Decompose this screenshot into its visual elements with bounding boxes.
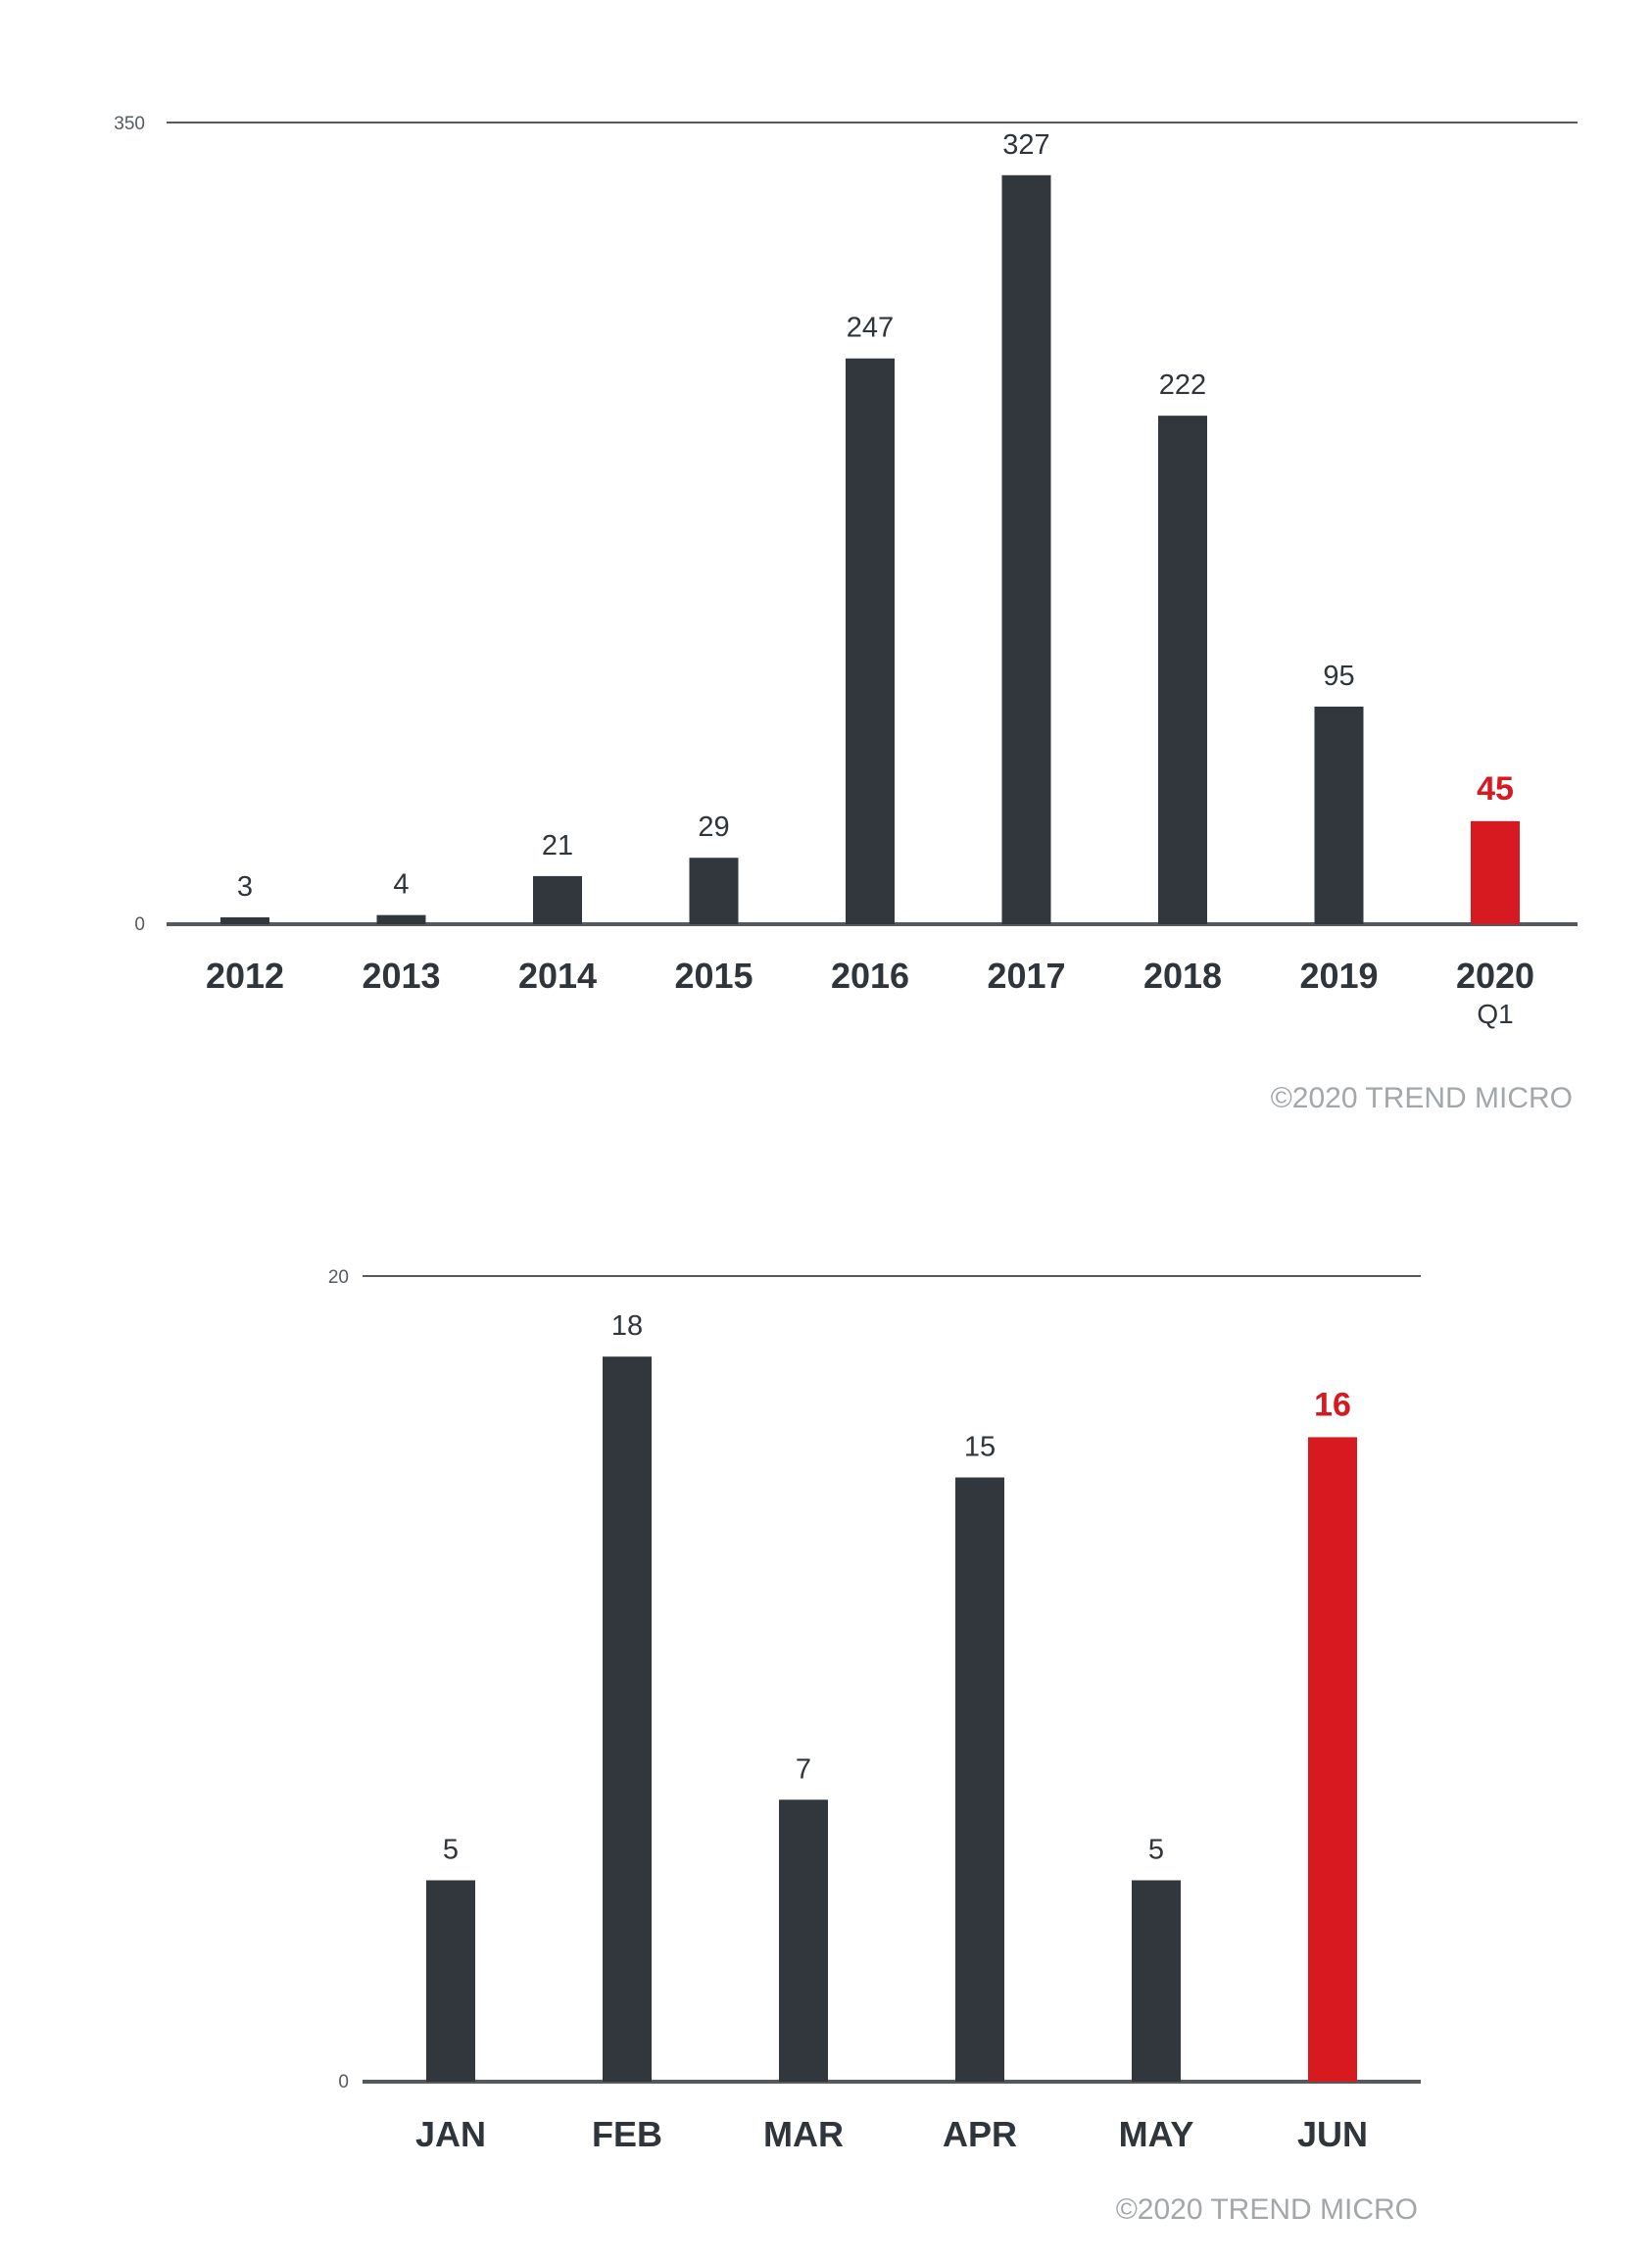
bar-value-label: 16 — [1314, 1386, 1351, 1423]
bar-value-label: 3 — [237, 871, 253, 903]
bar-value-label: 327 — [1002, 129, 1049, 161]
category-sublabel: Q1 — [1477, 999, 1513, 1029]
bar — [426, 1880, 475, 2082]
category-label: 2017 — [987, 956, 1065, 996]
bar — [1158, 416, 1207, 924]
bar-value-label: 15 — [964, 1432, 996, 1463]
bar — [779, 1799, 828, 2082]
bar — [689, 858, 739, 924]
category-label: APR — [943, 2114, 1017, 2154]
category-label: 2014 — [518, 956, 597, 996]
y-tick-label-zero: 0 — [338, 2072, 349, 2092]
bar-value-label: 18 — [611, 1310, 643, 1342]
category-label: MAY — [1119, 2114, 1194, 2154]
y-tick-label-max: 20 — [328, 1267, 349, 1288]
bar-value-label: 247 — [847, 313, 894, 344]
chart-yearly: 350 0 3 2012 4 2013 21 2014 29 2015 247 2016 327 20… — [114, 114, 1578, 1114]
bars-group: 5 JAN 18 FEB 7 MAR 15 APR 5 MAY 16 JUN — [415, 1310, 1368, 2154]
category-label: 2019 — [1299, 956, 1378, 996]
copyright-text: ©2020 TREND MICRO — [1271, 1082, 1573, 1114]
bar — [376, 914, 426, 924]
bar-value-label: 21 — [542, 830, 573, 861]
bar — [846, 358, 895, 924]
bar — [603, 1356, 652, 2082]
category-label: 2013 — [362, 956, 440, 996]
category-label: 2016 — [831, 956, 909, 996]
bar-value-label: 7 — [796, 1753, 811, 1785]
bar — [533, 875, 582, 924]
bar-value-label: 5 — [1148, 1835, 1164, 1866]
bars-group: 3 2012 4 2013 21 2014 29 2015 247 2016 327 2017 222 2… — [206, 129, 1534, 1029]
category-label: JUN — [1297, 2114, 1368, 2154]
category-label: 2012 — [206, 956, 284, 996]
bar-value-label: 45 — [1477, 770, 1514, 808]
bar-highlight — [1308, 1437, 1357, 2082]
bar-highlight — [1471, 820, 1520, 924]
bar — [1314, 706, 1364, 924]
bar — [1001, 174, 1051, 925]
bar-value-label: 4 — [393, 869, 409, 901]
category-label: JAN — [415, 2114, 486, 2154]
category-label: 2015 — [674, 956, 753, 996]
bar — [955, 1477, 1004, 2082]
y-tick-label-zero: 0 — [134, 914, 145, 935]
bar-value-label: 5 — [443, 1835, 459, 1866]
bar-value-label: 29 — [698, 812, 729, 843]
bar — [1132, 1880, 1181, 2082]
category-label: 2018 — [1143, 956, 1222, 996]
y-tick-label-max: 350 — [114, 114, 145, 134]
bar — [220, 916, 269, 924]
category-label: MAR — [763, 2114, 844, 2154]
copyright-text: ©2020 TREND MICRO — [1116, 2193, 1418, 2226]
bar-value-label: 95 — [1323, 661, 1354, 692]
bar-value-label: 222 — [1159, 369, 1206, 401]
category-label: 2020 — [1456, 956, 1534, 996]
category-label: FEB — [592, 2114, 662, 2154]
chart-monthly: 20 0 5 JAN 18 FEB 7 MAR 15 APR 5 MAY 16 JUN ©2020 T… — [328, 1267, 1421, 2226]
